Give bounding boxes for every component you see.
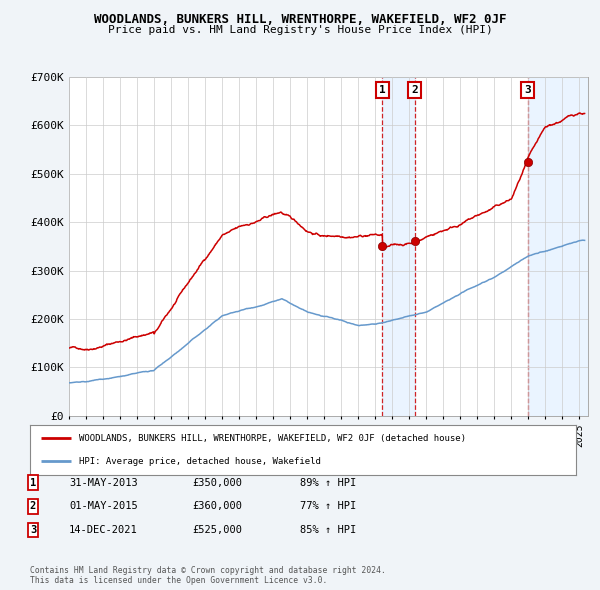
Text: 01-MAY-2015: 01-MAY-2015 (69, 502, 138, 511)
Text: £525,000: £525,000 (192, 525, 242, 535)
Text: 14-DEC-2021: 14-DEC-2021 (69, 525, 138, 535)
Text: Contains HM Land Registry data © Crown copyright and database right 2024.: Contains HM Land Registry data © Crown c… (30, 566, 386, 575)
Text: WOODLANDS, BUNKERS HILL, WRENTHORPE, WAKEFIELD, WF2 0JF: WOODLANDS, BUNKERS HILL, WRENTHORPE, WAK… (94, 13, 506, 26)
Text: 2: 2 (412, 85, 418, 95)
Text: £360,000: £360,000 (192, 502, 242, 511)
Text: HPI: Average price, detached house, Wakefield: HPI: Average price, detached house, Wake… (79, 457, 321, 466)
Bar (527, 77, 588, 416)
Text: 3: 3 (524, 85, 531, 95)
Text: £350,000: £350,000 (192, 478, 242, 487)
Text: 2: 2 (30, 502, 36, 511)
Text: WOODLANDS, BUNKERS HILL, WRENTHORPE, WAKEFIELD, WF2 0JF (detached house): WOODLANDS, BUNKERS HILL, WRENTHORPE, WAK… (79, 434, 466, 443)
Text: 31-MAY-2013: 31-MAY-2013 (69, 478, 138, 487)
Text: This data is licensed under the Open Government Licence v3.0.: This data is licensed under the Open Gov… (30, 576, 328, 585)
Text: 89% ↑ HPI: 89% ↑ HPI (300, 478, 356, 487)
Text: Price paid vs. HM Land Registry's House Price Index (HPI): Price paid vs. HM Land Registry's House … (107, 25, 493, 35)
Bar (382, 77, 415, 416)
Text: 1: 1 (379, 85, 386, 95)
Text: 3: 3 (30, 525, 36, 535)
Text: 1: 1 (30, 478, 36, 487)
Text: 85% ↑ HPI: 85% ↑ HPI (300, 525, 356, 535)
Text: 77% ↑ HPI: 77% ↑ HPI (300, 502, 356, 511)
